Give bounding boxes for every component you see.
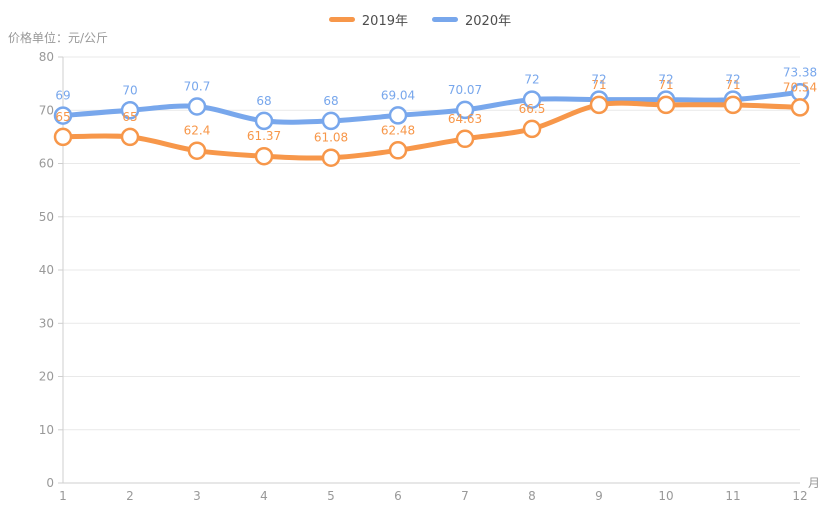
x-tick-label: 11 <box>725 489 740 503</box>
data-label-2019年: 61.37 <box>247 129 281 143</box>
data-label-2020年: 70.7 <box>184 80 211 94</box>
x-tick-label: 2 <box>126 489 134 503</box>
data-point-2019年 <box>656 95 676 115</box>
data-label-2019年: 65 <box>122 110 137 124</box>
data-point-2020年 <box>522 90 542 109</box>
legend-swatch-2020-icon <box>432 16 458 22</box>
data-label-2020年: 72 <box>725 73 740 87</box>
x-tick-label: 5 <box>327 489 335 503</box>
data-label-2020年: 70.07 <box>448 83 482 97</box>
data-point-2020年 <box>254 111 274 131</box>
data-point-2019年 <box>321 148 341 167</box>
data-label-2019年: 65 <box>55 110 70 124</box>
data-point-2019年 <box>589 95 609 115</box>
data-label-2020年: 72 <box>658 73 673 87</box>
data-label-2020年: 69.04 <box>381 88 415 102</box>
data-point-2019年 <box>723 95 743 115</box>
data-point-2019年 <box>455 129 475 149</box>
x-tick-label: 6 <box>394 489 402 503</box>
data-label-2019年: 71 <box>725 78 740 92</box>
data-label-2019年: 62.4 <box>184 124 211 138</box>
y-tick-label: 20 <box>39 370 54 384</box>
x-tick-label: 7 <box>461 489 469 503</box>
y-tick-label: 30 <box>39 316 54 330</box>
data-label-2020年: 68 <box>323 94 338 108</box>
y-tick-label: 70 <box>39 103 54 117</box>
data-point-2019年 <box>53 127 73 147</box>
data-label-2020年: 69 <box>55 89 70 103</box>
x-axis-unit-label: 月 <box>808 476 820 490</box>
data-point-2020年 <box>120 101 140 120</box>
data-point-2019年 <box>254 146 274 166</box>
legend-label-2019: 2019年 <box>361 13 408 29</box>
data-point-2020年 <box>455 100 475 120</box>
x-tick-label: 3 <box>193 489 201 503</box>
data-label-2019年: 71 <box>658 78 673 92</box>
data-label-2020年: 73.38 <box>783 65 817 79</box>
data-label-2020年: 72 <box>524 73 539 87</box>
data-label-2019年: 71 <box>591 78 606 92</box>
x-tick-label: 4 <box>260 489 268 503</box>
legend-swatch-2019-icon <box>328 16 355 22</box>
axis-unit-label: 价格单位：元/公斤 <box>8 31 109 45</box>
data-point-2019年 <box>120 127 140 147</box>
data-point-2019年 <box>388 141 408 160</box>
legend: 2019年 2020年 <box>0 10 840 29</box>
data-point-2020年 <box>53 106 73 125</box>
data-point-2020年 <box>321 111 341 131</box>
data-label-2019年: 66.5 <box>519 102 546 116</box>
data-label-2020年: 68 <box>256 94 271 108</box>
y-tick-label: 10 <box>39 423 54 437</box>
legend-item-2019[interactable]: 2019年 <box>328 10 408 29</box>
data-label-2020年: 70 <box>122 83 137 97</box>
x-tick-label: 9 <box>595 489 603 503</box>
data-label-2019年: 61.08 <box>314 131 348 145</box>
data-point-2019年 <box>790 98 810 117</box>
y-tick-label: 50 <box>39 210 54 224</box>
data-label-2019年: 70.54 <box>783 80 817 94</box>
x-tick-label: 8 <box>528 489 536 503</box>
y-tick-label: 40 <box>39 263 54 277</box>
data-point-2020年 <box>187 97 207 116</box>
data-point-2019年 <box>522 119 542 139</box>
y-tick-label: 0 <box>46 476 54 490</box>
data-point-2019年 <box>187 141 207 160</box>
x-tick-label: 10 <box>658 489 673 503</box>
x-tick-label: 1 <box>59 489 67 503</box>
data-point-2020年 <box>388 106 408 125</box>
y-tick-label: 80 <box>39 50 54 64</box>
x-tick-label: 12 <box>792 489 807 503</box>
data-label-2020年: 72 <box>591 73 606 87</box>
legend-label-2020: 2020年 <box>465 13 512 29</box>
y-tick-label: 60 <box>39 157 54 171</box>
data-label-2019年: 64.63 <box>448 112 482 126</box>
legend-item-2020[interactable]: 2020年 <box>432 10 511 29</box>
data-label-2019年: 62.48 <box>381 123 415 137</box>
